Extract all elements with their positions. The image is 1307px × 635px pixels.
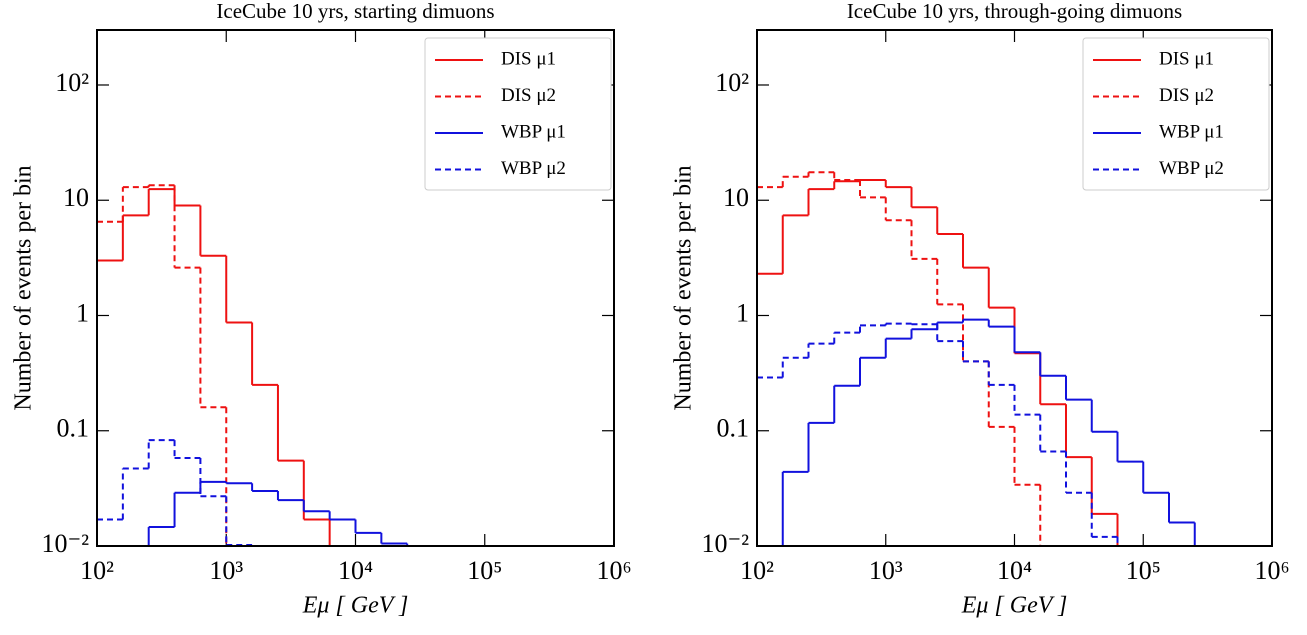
- axes-frame: [756, 29, 1273, 547]
- y-tick-label: 1: [736, 298, 749, 327]
- x-tick-label: 10⁵: [1126, 556, 1161, 585]
- y-tick-label: 10⁻²: [701, 529, 749, 558]
- legend-label: DIS μ2: [501, 85, 556, 106]
- legend-label: DIS μ1: [1159, 48, 1214, 69]
- x-tick-label: 10⁴: [997, 556, 1032, 585]
- subplot: IceCube 10 yrs, through-going dimuons Eμ …: [671, 0, 1290, 619]
- legend-box: [424, 37, 612, 191]
- axes-frame: [96, 29, 615, 547]
- legend-box: [1082, 37, 1270, 191]
- legend-label: WBP μ2: [1159, 158, 1224, 179]
- subplot: IceCube 10 yrs, starting dimuons Eμ [ GeV…: [11, 0, 632, 619]
- y-tick-label: 10⁻²: [41, 529, 89, 558]
- legend-label: DIS μ1: [501, 48, 556, 69]
- x-tick-label: 10³: [869, 556, 903, 585]
- y-tick-label: 10: [63, 183, 89, 212]
- y-axis-label: Number of events per bin: [11, 165, 37, 410]
- x-tick-label: 10⁴: [338, 556, 373, 585]
- x-tick-label: 10⁶: [596, 556, 631, 585]
- x-tick-label: 10³: [209, 556, 243, 585]
- y-tick-label: 10: [723, 183, 749, 212]
- legend-label: WBP μ2: [501, 158, 566, 179]
- y-tick-label: 1: [76, 298, 89, 327]
- legend-label: WBP μ1: [1159, 121, 1224, 142]
- y-axis-label: Number of events per bin: [671, 165, 697, 410]
- x-axis-label: Eμ [ GeV ]: [961, 593, 1068, 619]
- y-tick-label: 10²: [55, 68, 89, 97]
- histograms: [97, 184, 409, 546]
- y-tick-label: 0.1: [57, 414, 90, 443]
- legend-label: WBP μ1: [501, 121, 566, 142]
- chart-title: IceCube 10 yrs, starting dimuons: [216, 0, 494, 23]
- x-axis-label: Eμ [ GeV ]: [302, 593, 409, 619]
- chart-title: IceCube 10 yrs, through-going dimuons: [847, 0, 1182, 23]
- histograms: [757, 171, 1196, 546]
- x-tick-label: 10⁶: [1254, 556, 1289, 585]
- x-tick-label: 10²: [740, 556, 774, 585]
- y-tick-label: 0.1: [717, 414, 750, 443]
- legend-label: DIS μ2: [1159, 85, 1214, 106]
- y-tick-label: 10²: [715, 68, 749, 97]
- x-tick-label: 10²: [80, 556, 114, 585]
- x-tick-label: 10⁵: [467, 556, 502, 585]
